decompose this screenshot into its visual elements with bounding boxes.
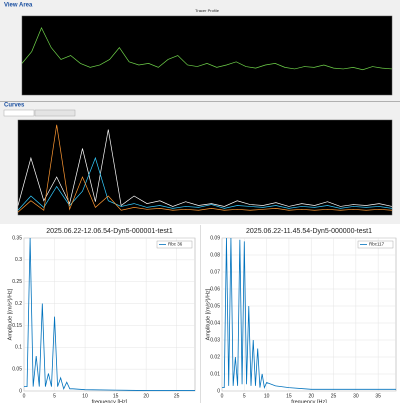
x-tick-label: 20 xyxy=(143,393,149,399)
divider xyxy=(200,225,201,403)
y-tick-label: 0.02 xyxy=(210,354,220,360)
x-tick-label: 5 xyxy=(243,393,246,399)
panel-header: View Area xyxy=(4,3,33,9)
x-tick-label: 25 xyxy=(174,393,180,399)
y-tick-label: 0.35 xyxy=(12,235,22,241)
plot-area xyxy=(23,237,196,392)
x-tick-label: 15 xyxy=(286,393,292,399)
y-tick-label: 0.25 xyxy=(12,279,22,285)
x-tick-label: 0 xyxy=(23,393,26,399)
plot-area xyxy=(17,119,393,216)
chart-title: 2025.06.22-11.45.54-Dyn5-000000-test1 xyxy=(246,228,372,235)
y-tick-label: 0.03 xyxy=(210,337,220,343)
series-line xyxy=(17,156,393,211)
series-line xyxy=(17,129,393,207)
y-tick-label: 0.15 xyxy=(12,323,22,329)
x-tick-label: 5 xyxy=(53,393,56,399)
x-tick-label: 35 xyxy=(375,393,381,399)
x-tick-label: 15 xyxy=(113,393,119,399)
y-tick-label: 0.1 xyxy=(15,345,22,351)
y-tick-label: 0.01 xyxy=(210,371,220,377)
panel-header: Curves xyxy=(4,103,25,109)
plot-area xyxy=(221,237,397,392)
x-tick-label: 10 xyxy=(264,393,270,399)
y-tick-label: 0.05 xyxy=(12,366,22,372)
x-axis-label: frequency [Hz] xyxy=(92,399,128,403)
x-tick-label: 30 xyxy=(353,393,359,399)
y-tick-label: 0.2 xyxy=(15,301,22,307)
x-tick-label: 25 xyxy=(331,393,337,399)
y-tick-label: 0.3 xyxy=(15,257,22,263)
x-tick-label: 10 xyxy=(82,393,88,399)
divider xyxy=(0,101,400,102)
x-axis-label: frequency [Hz] xyxy=(291,399,327,403)
y-tick-label: 0.08 xyxy=(210,252,220,258)
legend-label: Rbc 36 xyxy=(168,242,183,247)
tab[interactable] xyxy=(34,109,76,117)
chart-title: 2025.06.22-12.06.54-Dyn5-000001-test1 xyxy=(46,228,173,235)
chart-title: Tracer Profile xyxy=(195,8,220,13)
x-tick-label: 0 xyxy=(221,393,224,399)
y-tick-label: 0.05 xyxy=(210,303,220,309)
x-tick-label: 20 xyxy=(308,393,314,399)
legend-label: Rbc117 xyxy=(369,242,385,247)
y-axis-label: Amplitude [(m/s²)/Hz] xyxy=(7,288,13,340)
y-tick-label: 0 xyxy=(19,388,22,394)
y-tick-label: 0 xyxy=(217,388,220,394)
legend-box xyxy=(357,240,394,249)
series-line xyxy=(222,237,396,390)
legend-box xyxy=(156,240,193,249)
series-line xyxy=(21,26,393,71)
y-tick-label: 0.06 xyxy=(210,286,220,292)
y-tick-label: 0.09 xyxy=(210,235,220,241)
y-tick-label: 0.04 xyxy=(210,320,220,326)
plot-area xyxy=(21,15,393,96)
series-line xyxy=(24,237,195,391)
y-tick-label: 0.07 xyxy=(210,269,220,275)
y-axis-label: Amplitude [(m/s²)/Hz] xyxy=(205,288,211,340)
tab[interactable] xyxy=(3,109,35,117)
series-line xyxy=(17,124,393,213)
